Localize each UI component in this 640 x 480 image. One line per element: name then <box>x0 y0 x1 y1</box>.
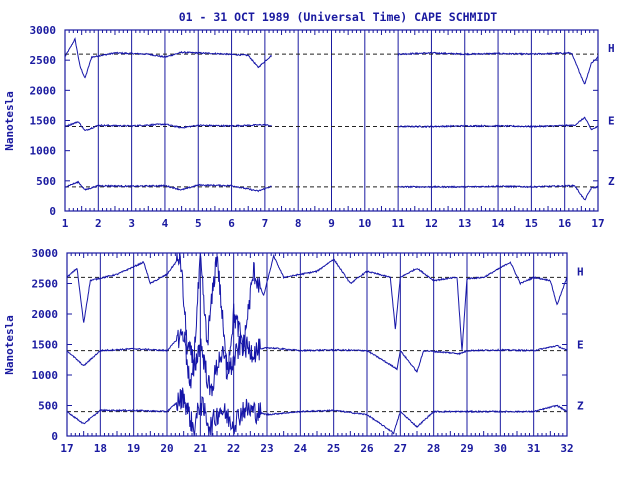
y-tick-label: 1000 <box>32 369 59 382</box>
series-label-H: H <box>608 42 615 55</box>
x-tick-label: 17 <box>60 442 73 455</box>
trace-E <box>66 328 568 397</box>
x-tick-label: 7 <box>262 217 269 230</box>
x-tick-label: 16 <box>558 217 572 230</box>
bottom-panel: 17 18 19 20 21 22 23 24 25 26 27 28 29 30 31 32 3000 2500… <box>3 247 584 455</box>
x-tick-label: 23 <box>260 442 273 455</box>
x-tick-label: 6 <box>228 217 235 230</box>
series-label-E: E <box>577 339 584 352</box>
y-axis-label: Nanotesla <box>3 91 16 151</box>
trace-H <box>64 37 599 85</box>
y-tick-label: 1000 <box>30 145 57 158</box>
x-tick-label: 11 <box>392 217 406 230</box>
trace-E <box>64 116 599 132</box>
y-tick-label: 2000 <box>30 84 57 97</box>
x-tick-label: 9 <box>328 217 335 230</box>
x-tick-label: 8 <box>295 217 302 230</box>
x-tick-label: 27 <box>394 442 407 455</box>
y-tick-label: 2500 <box>32 278 59 291</box>
x-tick-label: 17 <box>591 217 604 230</box>
y-tick-label: 1500 <box>32 339 59 352</box>
chart-title: 01 - 31 OCT 1989 (Universal Time) CAPE S… <box>179 10 498 24</box>
series-label-H: H <box>577 265 584 278</box>
x-tick-label: 5 <box>195 217 202 230</box>
trace-Z <box>66 387 568 437</box>
x-tick-label: 1 <box>62 217 69 230</box>
y-axis-label: Nanotesla <box>3 315 16 375</box>
x-tick-label: 25 <box>327 442 340 455</box>
x-tick-label: 26 <box>360 442 374 455</box>
y-tick-label: 2000 <box>32 308 59 321</box>
x-tick-label: 18 <box>94 442 107 455</box>
x-tick-label: 10 <box>358 217 371 230</box>
x-tick-label: 20 <box>160 442 173 455</box>
top-panel: 1 2 3 4 5 6 7 8 9 10 11 12 13 14 15 16 17300025002000150… <box>3 24 615 230</box>
x-tick-label: 29 <box>460 442 473 455</box>
y-tick-label: 1500 <box>30 115 57 128</box>
x-tick-label: 28 <box>427 442 440 455</box>
x-tick-label: 15 <box>525 217 538 230</box>
plot-frame <box>66 252 568 437</box>
x-tick-label: 2 <box>95 217 102 230</box>
x-tick-label: 4 <box>162 217 169 230</box>
trace-H <box>66 252 568 380</box>
x-tick-label: 32 <box>560 442 573 455</box>
series-label-Z: Z <box>577 400 584 413</box>
y-tick-label: 3000 <box>30 24 57 37</box>
x-tick-label: 19 <box>127 442 140 455</box>
x-tick-label: 14 <box>491 217 505 230</box>
y-tick-label: 500 <box>38 400 58 413</box>
series-label-Z: Z <box>608 175 615 188</box>
x-tick-label: 13 <box>458 217 471 230</box>
y-tick-label: 500 <box>36 175 56 188</box>
x-tick-label: 31 <box>527 442 541 455</box>
x-tick-label: 21 <box>194 442 208 455</box>
x-tick-label: 3 <box>128 217 135 230</box>
x-tick-label: 12 <box>425 217 438 230</box>
x-tick-label: 30 <box>494 442 507 455</box>
y-tick-label: 2500 <box>30 54 57 67</box>
y-tick-label: 3000 <box>32 247 59 260</box>
y-tick-label: 0 <box>51 430 58 443</box>
trace-Z <box>64 180 599 201</box>
x-tick-label: 22 <box>227 442 240 455</box>
x-tick-label: 24 <box>294 442 308 455</box>
series-label-E: E <box>608 115 615 128</box>
y-tick-label: 0 <box>49 205 56 218</box>
